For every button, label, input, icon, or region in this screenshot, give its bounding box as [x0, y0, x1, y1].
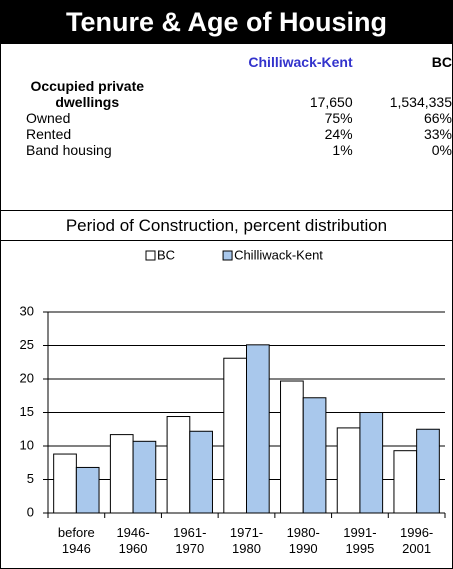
bar — [302, 397, 327, 514]
chart-title: Period of Construction, percent distribu… — [0, 210, 453, 241]
bar — [75, 466, 100, 514]
cell: 75% — [324, 110, 353, 126]
y-tick-label: 10 — [20, 437, 34, 452]
table-box: Chilliwack-Kent BC Occupied private dwel… — [0, 44, 453, 210]
row-label: Occupied private dwellings — [30, 78, 145, 110]
x-tick-label: 1996-2001 — [400, 525, 434, 556]
y-tick-label: 25 — [20, 337, 34, 352]
cell: 33% — [423, 126, 452, 142]
column-header: BC — [431, 54, 452, 70]
cell: 1,534,335 — [389, 94, 452, 110]
legend-swatch — [145, 250, 156, 261]
chart: 0 5 10 15 20 25 30 BC Chilliwack-Kent — [20, 247, 446, 519]
x-tick-label: 1991-1995 — [343, 525, 377, 556]
bar — [416, 428, 440, 514]
bar — [280, 380, 304, 514]
y-tick-label: 5 — [27, 471, 34, 486]
cell: 0% — [431, 142, 452, 158]
x-tick-label: 1971-1980 — [229, 525, 264, 556]
bar — [393, 450, 418, 514]
y-tick-label: 0 — [27, 504, 34, 519]
row-label: Band housing — [26, 142, 112, 158]
y-tick-label: 15 — [20, 404, 34, 419]
x-tick-label: 1946-1960 — [116, 525, 150, 556]
y-tick-label: 30 — [20, 303, 34, 318]
bar — [166, 416, 191, 514]
bar — [132, 440, 157, 514]
y-tick-label: 20 — [20, 370, 34, 385]
bar — [53, 453, 77, 514]
x-tick-label: 1980-1990 — [286, 525, 320, 556]
bar — [223, 357, 247, 514]
cell: 24% — [324, 126, 353, 142]
x-tick-label: 1961-1970 — [173, 525, 207, 556]
column-header: Chilliwack-Kent — [248, 54, 353, 70]
cell: 1% — [332, 142, 353, 158]
legend-label: Chilliwack-Kent — [234, 247, 323, 262]
bar — [246, 344, 270, 514]
row-label: Rented — [26, 126, 72, 142]
cell: 17,650 — [309, 94, 353, 110]
row-label: Owned — [26, 110, 71, 126]
cell: 66% — [423, 110, 452, 126]
bar — [336, 427, 361, 514]
x-tick-label: before 1946 — [57, 525, 95, 556]
tenure-table: Chilliwack-Kent BC Occupied private dwel… — [13, 54, 452, 158]
bar — [109, 434, 134, 514]
bar — [189, 430, 213, 514]
bar — [359, 412, 384, 514]
legend-swatch — [222, 250, 233, 261]
page-title: Tenure & Age of Housing — [0, 0, 453, 44]
legend-label: BC — [157, 247, 175, 262]
